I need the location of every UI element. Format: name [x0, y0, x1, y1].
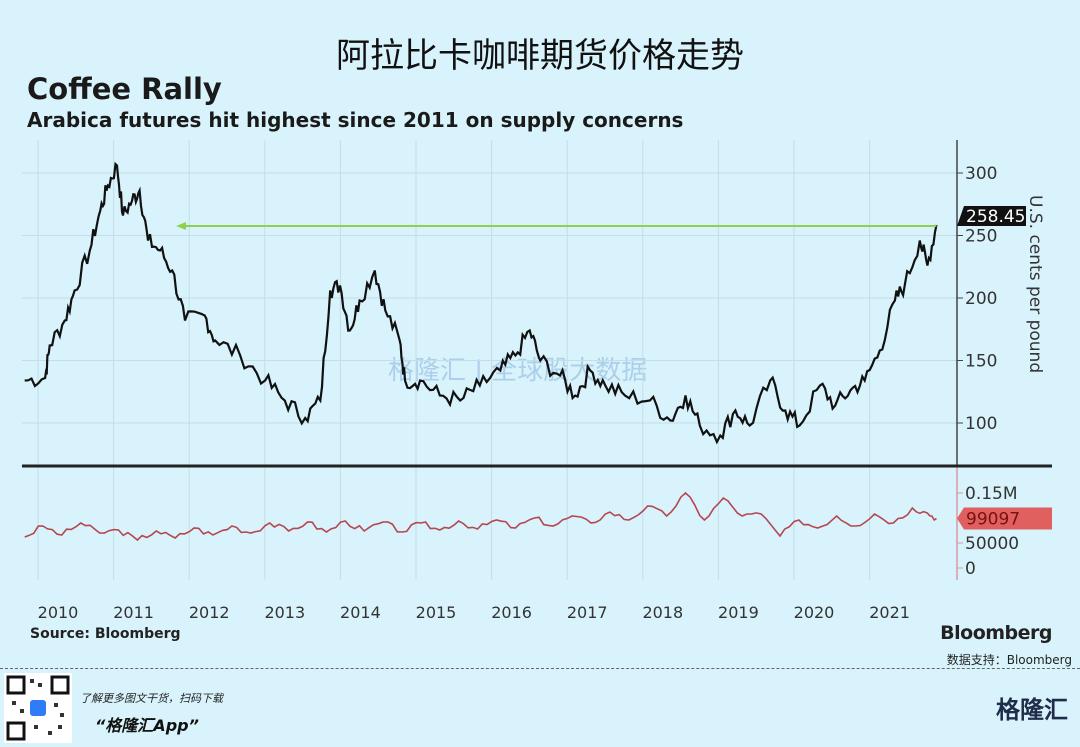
page-title: 阿拉比卡咖啡期货价格走势 — [336, 36, 744, 76]
x-tick-label: 2014 — [340, 603, 381, 622]
volume-tick-label: 0.15M — [965, 484, 1018, 504]
x-tick-label: 2020 — [794, 603, 835, 622]
price-line — [24, 161, 938, 445]
x-tick-label: 2017 — [567, 603, 608, 622]
x-tick-label: 2021 — [869, 603, 910, 622]
volume-series: 99097 — [24, 491, 1052, 542]
y-axis-label: U.S. cents per pound — [1025, 195, 1045, 373]
volume-tick-label: 0 — [965, 559, 976, 579]
chart: 100 150 200 250 300 0 50000 0.15M 258.45 99097… — [22, 140, 1052, 622]
chart-subtitle: Arabica futures hit highest since 2011 o… — [27, 108, 684, 132]
price-axis: 100 150 200 250 300 — [956, 140, 997, 466]
price-tick-label: 150 — [965, 352, 997, 372]
price-tick-label: 200 — [965, 289, 997, 309]
data-support: 数据支持：Bloomberg — [946, 653, 1072, 667]
volume-axis: 0 50000 0.15M — [956, 466, 1019, 580]
last-volume-badge — [957, 507, 1052, 530]
footer-divider — [0, 668, 1080, 669]
volume-tick-label: 50000 — [965, 534, 1019, 554]
promo-text: 了解更多图文干货，扫码下载 — [80, 692, 223, 705]
price-tick-label: 250 — [965, 227, 997, 247]
volume-line — [24, 491, 937, 542]
chart-title: Coffee Rally — [27, 72, 222, 106]
price-series: 258.45 — [24, 161, 1026, 445]
x-tick-label: 2010 — [38, 603, 79, 622]
x-tick-label: 2016 — [491, 603, 532, 622]
bloomberg-logo: Bloomberg — [940, 622, 1052, 644]
x-tick-label: 2015 — [416, 603, 457, 622]
arrow-head — [176, 221, 186, 230]
x-tick-label: 2018 — [642, 603, 683, 622]
x-tick-label: 2019 — [718, 603, 759, 622]
qr-code[interactable] — [4, 673, 72, 743]
last-volume-label: 99097 — [966, 509, 1020, 529]
gelonghui-logo: 格隆汇 — [996, 696, 1068, 724]
last-price-label: 258.45 — [966, 207, 1025, 227]
x-axis: 2010 2011 2012 2013 2014 2015 2016 2017 2018 2019… — [38, 603, 910, 622]
source-label: Source: Bloomberg — [30, 626, 181, 642]
x-tick-label: 2013 — [264, 603, 305, 622]
promo-app: “格隆汇App” — [95, 716, 199, 735]
price-tick-label: 100 — [965, 414, 997, 434]
x-tick-label: 2012 — [189, 603, 230, 622]
grid — [22, 140, 957, 580]
price-tick-label: 300 — [965, 164, 997, 184]
last-price-badge — [957, 205, 1026, 226]
x-tick-label: 2011 — [113, 603, 154, 622]
